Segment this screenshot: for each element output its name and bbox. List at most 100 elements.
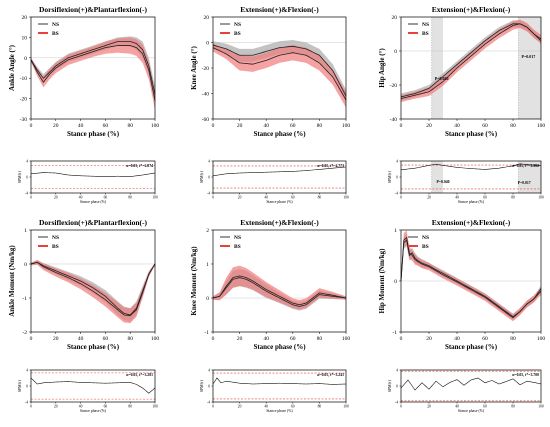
p-value-annotation: P=0.040 [435,76,449,81]
panel-title: Extension(+)&Flexion(-) [240,5,319,14]
x-axis-label: Stance phase (%) [445,343,498,351]
y-tick-label: -30 [20,117,28,123]
y-tick-label: 0 [26,384,28,388]
y-axis-label: SPM{t} [388,380,392,392]
y-tick-label: -20 [390,83,398,89]
legend: NS BS [408,235,429,250]
spm-trajectory [400,163,542,171]
x-tick-label: 60 [104,196,108,200]
x-tick-label: 0 [30,336,33,342]
y-tick-label: 0 [394,279,397,285]
y-tick-label: 0 [206,296,209,302]
x-tick-label: 80 [510,336,516,342]
y-tick-label: -20 [20,97,28,103]
plot-frame [400,16,542,120]
y-tick-label: 1 [24,228,27,234]
y-axis-label: SPM{t} [388,171,392,183]
y-axis-label: Ankle Angle (°) [8,44,16,91]
x-tick-label: 100 [538,196,544,200]
y-tick-label: 4 [26,368,28,372]
x-tick-label: 40 [454,336,460,342]
x-tick-label: 40 [79,405,83,409]
y-tick-label: -1 [204,330,209,336]
y-tick-label: 0 [208,175,210,179]
spm-stat-label: α=0.05, t*=3.700 [512,373,539,377]
y-tick-label: 1 [206,262,209,268]
x-tick-label: 20 [426,123,432,129]
p-value-annotation: P=0.040 [436,180,449,184]
plot-frame [30,229,156,333]
x-tick-label: 40 [264,405,268,409]
x-tick-label: 80 [128,405,132,409]
y-tick-label: 0 [396,384,398,388]
y-tick-label: 1 [394,228,397,234]
spm-trajectory [212,166,347,177]
series-line-ns [212,277,347,307]
y-tick-label: -4 [395,191,398,195]
x-tick-label: 20 [54,196,58,200]
x-tick-label: 80 [318,405,322,409]
y-tick-label: 4 [396,368,398,372]
y-axis-label: SPM{t} [200,171,204,183]
x-tick-label: 100 [152,196,158,200]
x-tick-label: 80 [511,405,515,409]
y-tick-label: 0 [394,49,397,55]
x-tick-label: 100 [152,405,158,409]
y-tick-label: 4 [208,368,210,372]
series-line-ns [400,23,542,98]
x-tick-label: 100 [343,196,349,200]
x-axis-label: Stance phase (%) [458,200,485,204]
legend: NS BS [38,235,59,250]
y-tick-label: -4 [207,400,210,404]
x-axis-label: Stance phase (%) [67,343,120,351]
y-tick-label: 20 [392,15,398,21]
y-axis-label: SPM{t} [200,380,204,392]
y-tick-label: -20 [202,66,210,72]
legend: NS BS [220,235,241,250]
series-line-bs [30,261,156,317]
x-axis-label: Stance phase (%) [67,130,120,138]
x-tick-label: 20 [426,336,432,342]
y-tick-label: -1 [392,330,397,336]
panel-title: Extension(+)&Flexion(-) [432,5,511,14]
x-tick-label: 0 [212,336,215,342]
y-tick-label: 0 [26,175,28,179]
legend-label-bs: BS [422,244,429,250]
x-tick-label: 80 [317,123,323,129]
x-axis-label: Stance phase (%) [253,130,306,138]
legend-label-ns: NS [422,235,429,241]
x-tick-label: 40 [263,336,269,342]
x-tick-label: 40 [263,123,269,129]
x-tick-label: 0 [212,123,215,129]
x-tick-label: 0 [400,336,403,342]
y-tick-label: -4 [25,400,28,404]
legend-label-ns: NS [234,22,241,28]
y-tick-label: -4 [207,191,210,195]
p-value-annotation: P=0.017 [522,54,536,59]
series-band-bs [213,265,346,310]
y-tick-label: 20 [204,15,210,21]
y-axis-label: Knee Moment (Nm/kg) [190,246,198,316]
x-tick-label: 40 [78,336,84,342]
x-tick-label: 60 [483,196,487,200]
x-axis-label: Stance phase (%) [253,343,306,351]
x-axis-label: Stance phase (%) [266,409,293,413]
panel-title: Dorsiflexion(+)&Plantarflexion(-) [39,218,148,227]
series-line-bs [30,45,156,101]
panel-title: Extension(+)&Flexion(-) [240,218,319,227]
p-value-annotation: P=0.017 [518,181,531,185]
series-band-bs [213,43,346,108]
spm-trajectory [30,172,156,177]
legend: NS BS [408,22,429,37]
legend-label-ns: NS [52,235,59,241]
x-tick-label: 20 [53,336,59,342]
x-tick-label: 0 [30,123,33,129]
spm-stat-label: α=0.05, t*=3.281 [126,373,153,377]
legend-label-bs: BS [422,31,429,37]
